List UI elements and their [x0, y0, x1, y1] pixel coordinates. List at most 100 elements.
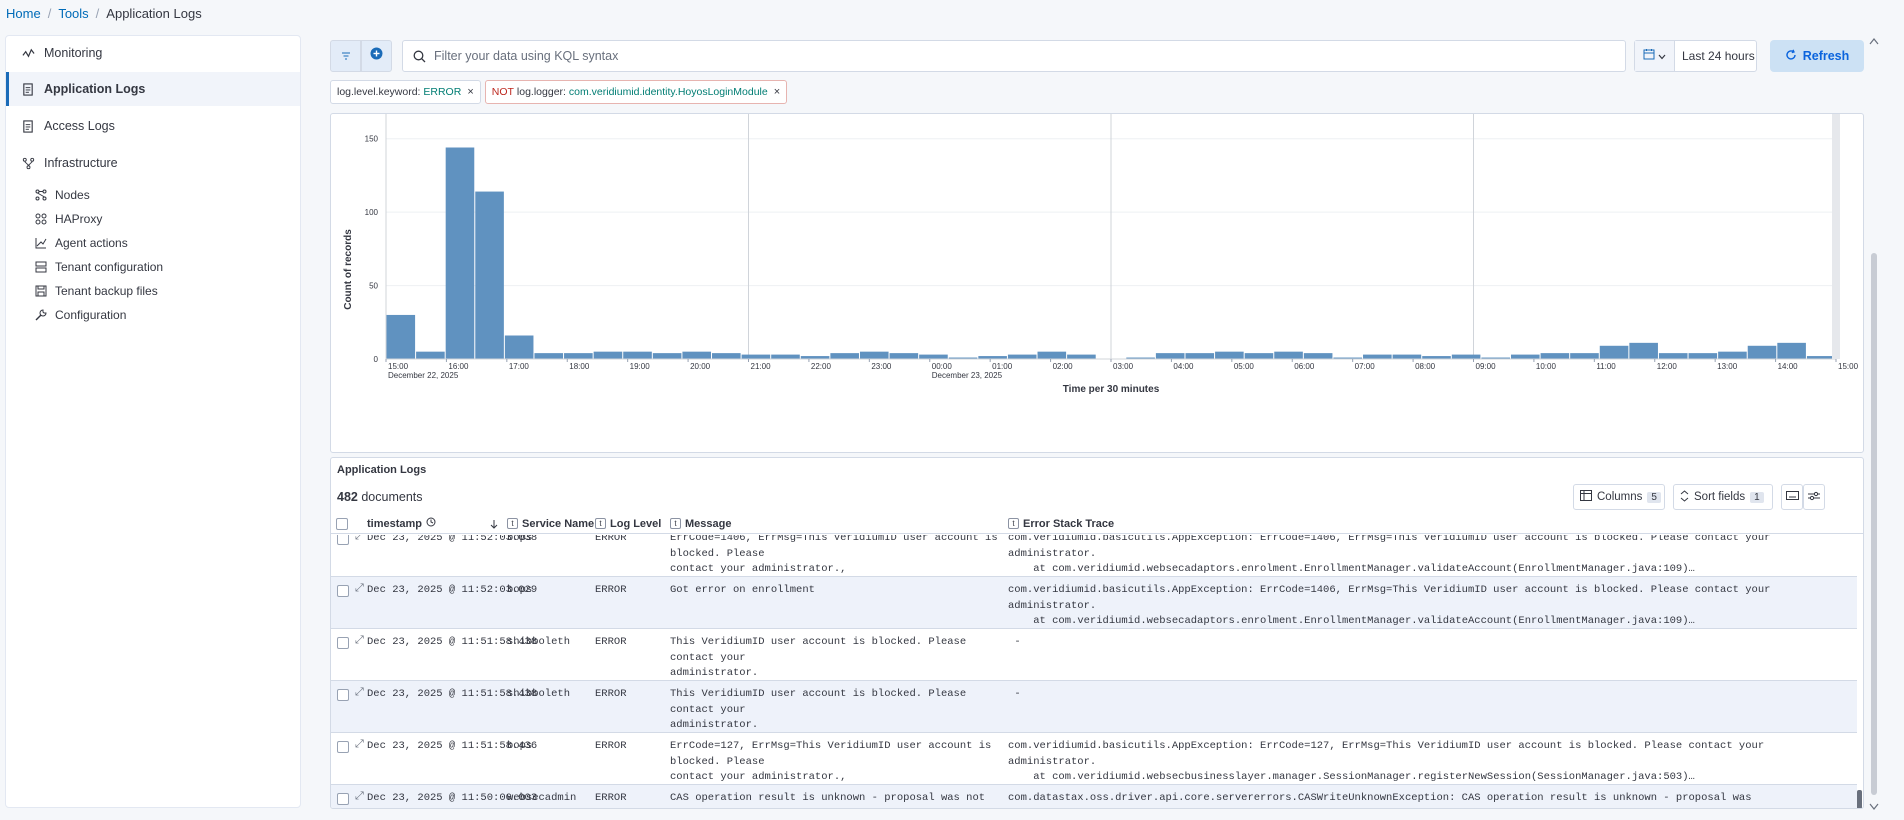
cell-message: CAS operation result is unknown - propos…: [670, 792, 986, 808]
sidebar-item-configuration[interactable]: Configuration: [6, 304, 300, 326]
column-header-service-name[interactable]: t Service Name: [507, 518, 594, 530]
search-input[interactable]: [434, 49, 1584, 63]
sidebar-item-label: Infrastructure: [44, 156, 118, 170]
settings-sliders-icon: [1808, 491, 1820, 504]
histogram-bar: [800, 356, 830, 359]
table-row[interactable]: ⤢ Dec 23, 2025 @ 11:51:58.436 bops ERROR…: [331, 733, 1857, 808]
filter-menu-button[interactable]: [330, 40, 361, 72]
row-checkbox[interactable]: [337, 585, 349, 597]
cell-timestamp: Dec 23, 2025 @ 11:51:58.438: [367, 688, 538, 700]
breadcrumb-tools-link[interactable]: Tools: [58, 5, 89, 21]
breadcrumb-home-link[interactable]: Home: [6, 5, 41, 21]
table-row[interactable]: ⤢ Dec 23, 2025 @ 11:51:58.438 shibboleth…: [331, 629, 1857, 681]
keyboard-shortcuts-button[interactable]: [1781, 484, 1803, 510]
plus-circle-icon: [370, 47, 383, 65]
column-header-message[interactable]: t Message: [670, 518, 731, 530]
row-checkbox[interactable]: [337, 793, 349, 805]
histogram-bar: [1155, 353, 1185, 359]
sidebar-item-tenant-configuration[interactable]: Tenant configuration: [6, 256, 300, 278]
sidebar-item-nodes[interactable]: Nodes: [6, 184, 300, 206]
columns-button[interactable]: Columns 5: [1573, 484, 1665, 510]
x-tick-label: 18:00: [569, 362, 590, 371]
expand-icon[interactable]: ⤢: [355, 583, 364, 595]
filter-pill-log-level[interactable]: log.level.keyword: ERROR ×: [330, 80, 481, 104]
sidebar-item-access-logs[interactable]: Access Logs: [6, 109, 300, 143]
x-date-label: December 23, 2025: [932, 371, 1003, 380]
sidebar-item-haproxy[interactable]: HAProxy: [6, 208, 300, 230]
cell-timestamp: Dec 23, 2025 @ 11:51:58.438: [367, 636, 538, 648]
row-checkbox[interactable]: [337, 535, 349, 545]
row-checkbox[interactable]: [337, 741, 349, 753]
cell-message: This VeridiumID user account is blocked.…: [670, 636, 967, 679]
breadcrumb-current: Application Logs: [106, 5, 202, 21]
histogram-bar: [889, 353, 919, 359]
histogram-bar: [1037, 351, 1067, 359]
cell-timestamp: Dec 23, 2025 @ 11:52:03.038: [367, 535, 538, 544]
table-row[interactable]: ⤢ Dec 23, 2025 @ 11:52:03.038 bops ERROR…: [331, 535, 1857, 622]
histogram-bar: [1274, 351, 1303, 359]
sort-count-badge: 1: [1750, 491, 1764, 503]
y-tick-label: 50: [369, 282, 378, 291]
cell-timestamp: Dec 23, 2025 @ 11:50:00.003: [367, 792, 538, 804]
expand-icon[interactable]: ⤢: [355, 791, 364, 803]
sidebar-item-agent-actions[interactable]: Agent actions: [6, 232, 300, 254]
sidebar-item-tenant-backup-files[interactable]: Tenant backup files: [6, 280, 300, 302]
refresh-button[interactable]: Refresh: [1770, 40, 1864, 72]
expand-icon[interactable]: ⤢: [355, 687, 364, 699]
sort-fields-button[interactable]: Sort fields 1: [1673, 484, 1773, 510]
filter-pill-log-logger[interactable]: NOT log.logger: com.veridiumid.identity.…: [484, 80, 788, 104]
breadcrumb-separator: /: [95, 5, 100, 21]
table-row[interactable]: ⤢ Dec 23, 2025 @ 11:50:00.003 websecadmi…: [331, 785, 1857, 808]
histogram-bar: [1540, 353, 1570, 359]
documents-panel: Application Logs 482 documents Columns 5…: [330, 457, 1864, 809]
histogram-bar: [416, 351, 445, 359]
histogram-bar: [652, 353, 682, 359]
clock-icon: [426, 517, 436, 530]
keyboard-icon: [1785, 491, 1799, 503]
refresh-label: Refresh: [1802, 49, 1850, 63]
document-count-number: 482: [337, 490, 358, 504]
sort-descending-icon[interactable]: [489, 519, 499, 529]
filter-key: log.logger:: [516, 86, 566, 98]
close-icon[interactable]: ×: [773, 86, 781, 98]
date-picker[interactable]: Last 24 hours: [1634, 40, 1757, 72]
histogram-bar: [1599, 345, 1629, 359]
expand-icon[interactable]: ⤢: [355, 739, 364, 751]
sidebar-item-monitoring[interactable]: Monitoring: [6, 36, 300, 70]
select-all-checkbox[interactable]: [336, 517, 348, 530]
search-icon: [413, 50, 426, 63]
table-row[interactable]: ⤢ Dec 23, 2025 @ 11:51:58.438 shibboleth…: [331, 681, 1857, 733]
add-filter-button[interactable]: [361, 40, 392, 72]
cell-log-level: ERROR: [595, 535, 627, 544]
sidebar-item-infrastructure[interactable]: Infrastructure: [6, 146, 300, 180]
breadcrumb-separator: /: [47, 5, 52, 21]
column-header-label: Message: [685, 517, 732, 530]
date-quick-menu-button[interactable]: [1635, 41, 1675, 71]
expand-icon[interactable]: ⤢: [355, 535, 364, 543]
column-header-timestamp[interactable]: timestamp: [367, 517, 436, 530]
table-scrollbar[interactable]: [1857, 535, 1863, 808]
cell-error-stack-trace: com.veridiumid.basicutils.AppException: …: [1008, 740, 1765, 783]
row-checkbox[interactable]: [337, 637, 349, 649]
cell-message: Got error on enrollment: [670, 584, 815, 596]
sidebar-item-label: Tenant configuration: [55, 260, 164, 274]
histogram-bar: [1067, 354, 1096, 359]
row-checkbox[interactable]: [337, 689, 349, 701]
histogram-bar: [1215, 351, 1244, 359]
display-settings-button[interactable]: [1803, 484, 1825, 510]
cell-log-level: ERROR: [595, 584, 627, 596]
histogram-chart: 0 50 100 150 15:00 16:00 17:00 18:00 19:00 20:00 2…: [343, 114, 1859, 395]
y-axis-title: Count of records: [343, 229, 354, 310]
table-row[interactable]: ⤢ Dec 23, 2025 @ 11:52:03.029 bops ERROR…: [331, 577, 1857, 629]
sidebar-item-application-logs[interactable]: Application Logs: [6, 72, 300, 106]
histogram-bar: [1747, 345, 1777, 359]
close-icon[interactable]: ×: [467, 86, 474, 98]
column-header-error-stack-trace[interactable]: t Error Stack Trace: [1008, 518, 1114, 530]
x-tick-label: 13:00: [1717, 362, 1738, 371]
date-range-label[interactable]: Last 24 hours: [1682, 49, 1755, 63]
expand-icon[interactable]: ⤢: [355, 635, 364, 647]
cell-service-name: bops: [507, 740, 533, 752]
page-scrollbar[interactable]: [1868, 35, 1880, 815]
column-header-log-level[interactable]: t Log Level: [595, 518, 661, 530]
histogram-bar: [1718, 351, 1747, 359]
